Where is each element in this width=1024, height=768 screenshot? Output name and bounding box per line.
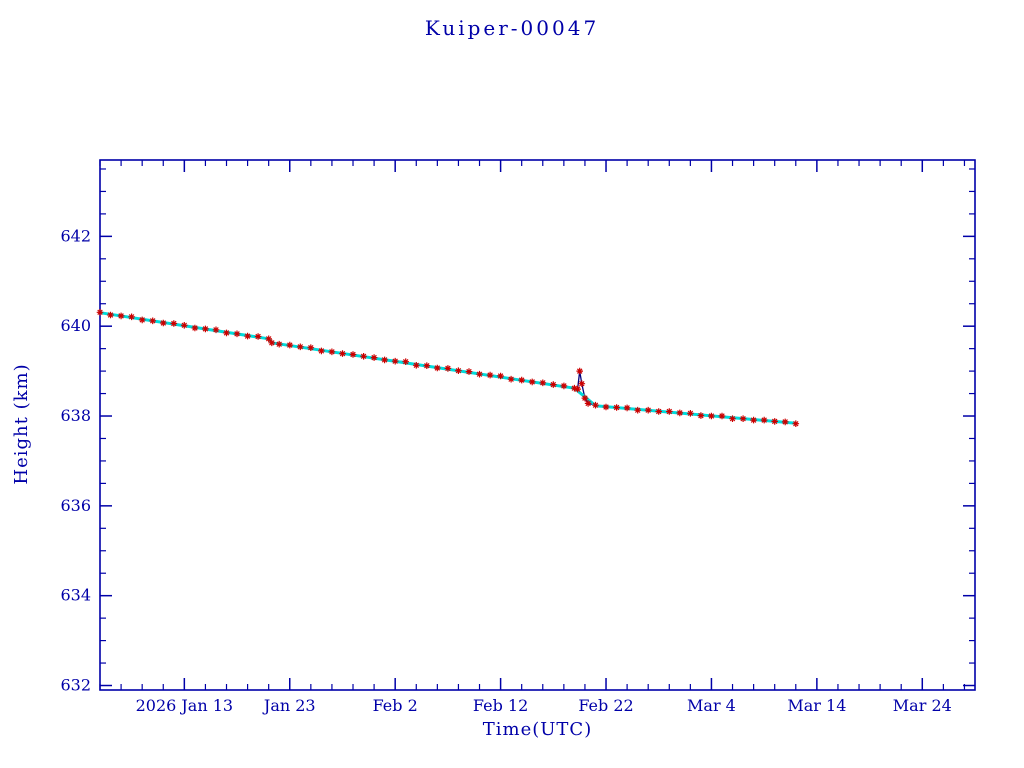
data-point-asterisk xyxy=(212,326,220,334)
data-point-asterisk xyxy=(578,380,586,388)
data-point-asterisk xyxy=(391,357,399,365)
x-tick-label: Feb 22 xyxy=(578,696,633,715)
x-tick-label: Jan 23 xyxy=(262,696,316,715)
data-point-asterisk xyxy=(623,404,631,412)
data-point-asterisk xyxy=(560,382,568,390)
data-point-asterisk xyxy=(718,412,726,420)
data-point-asterisk xyxy=(233,330,241,338)
y-tick-label: 632 xyxy=(60,676,91,695)
data-point-asterisk xyxy=(739,415,747,423)
data-point-asterisk xyxy=(370,354,378,361)
data-point-asterisk xyxy=(697,412,705,419)
data-point-asterisk xyxy=(360,352,367,360)
y-tick-label: 638 xyxy=(60,406,91,425)
data-point-asterisk xyxy=(792,420,800,428)
data-point-asterisk xyxy=(576,367,584,375)
data-point-asterisk xyxy=(549,381,557,388)
data-point-asterisk xyxy=(160,319,167,327)
data-point-asterisk xyxy=(644,406,652,414)
data-point-asterisk xyxy=(455,367,462,375)
data-point-asterisk xyxy=(781,418,789,426)
data-point-asterisk xyxy=(433,364,441,372)
data-point-asterisk xyxy=(138,316,146,324)
x-tick-label: Mar 4 xyxy=(687,696,736,715)
data-point-asterisk xyxy=(275,340,283,348)
x-tick-label: Mar 14 xyxy=(787,696,846,715)
y-tick-label: 636 xyxy=(60,496,91,515)
data-point-asterisk xyxy=(223,329,230,337)
data-point-asterisk xyxy=(96,308,104,316)
data-point-asterisk xyxy=(665,408,673,415)
data-point-asterisk xyxy=(497,372,504,380)
data-point-asterisk xyxy=(634,406,642,414)
data-point-asterisk xyxy=(265,335,273,343)
data-point-asterisk xyxy=(286,341,294,349)
data-point-asterisk xyxy=(592,401,599,409)
x-tick-label: 2026 Jan 13 xyxy=(136,696,234,715)
data-point-asterisk xyxy=(328,348,336,356)
data-point-asterisk xyxy=(676,409,684,417)
data-point-asterisk xyxy=(117,312,125,320)
data-point-asterisk xyxy=(191,324,199,332)
data-point-asterisk xyxy=(507,375,515,383)
data-point-asterisk xyxy=(107,311,114,319)
smoothed-fit-line xyxy=(99,311,796,425)
data-point-asterisk xyxy=(613,404,620,411)
data-point-asterisk xyxy=(170,320,178,327)
data-point-asterisk xyxy=(318,347,325,355)
data-point-asterisk xyxy=(254,333,262,340)
data-point-asterisk xyxy=(518,376,526,384)
data-point-asterisk xyxy=(202,325,209,333)
x-axis-label: Time(UTC) xyxy=(482,719,593,740)
data-point-asterisk xyxy=(296,343,304,351)
data-point-asterisk xyxy=(339,350,346,357)
data-point-asterisk xyxy=(602,403,610,411)
data-point-asterisk xyxy=(128,313,135,321)
y-tick-label: 642 xyxy=(60,226,91,245)
data-point-asterisk xyxy=(760,416,768,424)
plot-frame xyxy=(99,159,976,691)
chart-title: Kuiper-00047 xyxy=(424,16,600,40)
data-point-asterisk xyxy=(750,416,757,424)
data-point-asterisk xyxy=(708,412,715,420)
data-point-asterisk xyxy=(476,370,483,378)
y-axis-label: Height (km) xyxy=(11,363,32,485)
x-tick-label: Mar 24 xyxy=(893,696,952,715)
data-point-asterisk xyxy=(539,379,547,387)
data-point-asterisk xyxy=(486,371,494,379)
data-point-asterisk xyxy=(729,415,736,423)
data-point-asterisk xyxy=(581,394,589,402)
y-tick-label: 634 xyxy=(60,586,91,605)
data-point-asterisk xyxy=(444,365,452,372)
data-point-asterisk xyxy=(584,400,592,407)
x-tick-label: Feb 12 xyxy=(473,696,528,715)
data-point-asterisk xyxy=(465,368,473,375)
data-point-asterisk xyxy=(771,418,779,425)
data-point-asterisk xyxy=(402,358,410,366)
data-point-asterisk xyxy=(244,332,251,340)
data-point-asterisk xyxy=(181,321,188,329)
data-point-asterisk xyxy=(149,317,156,325)
data-point-asterisk xyxy=(655,408,663,415)
data-point-asterisk xyxy=(528,378,536,386)
data-point-asterisk xyxy=(574,385,581,393)
data-point-asterisk xyxy=(687,409,694,417)
data-point-asterisk xyxy=(423,362,431,370)
data-point-asterisk xyxy=(571,384,578,392)
data-point-asterisk xyxy=(412,361,420,369)
x-tick-label: Feb 2 xyxy=(373,696,418,715)
data-point-asterisk xyxy=(349,351,357,358)
data-point-asterisk xyxy=(381,356,388,364)
data-point-asterisk xyxy=(268,339,276,347)
y-tick-label: 640 xyxy=(60,316,91,335)
data-point-asterisk xyxy=(307,344,315,352)
